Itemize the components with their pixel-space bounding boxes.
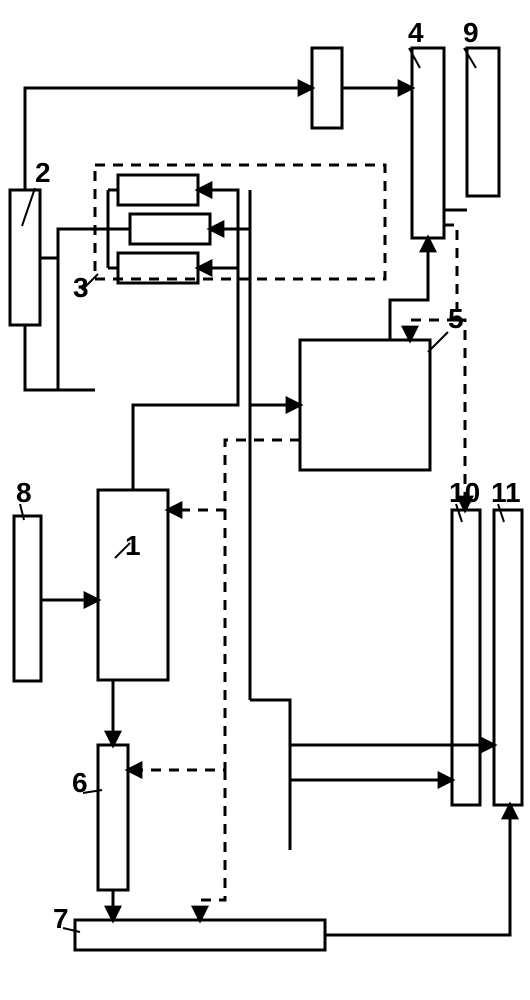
block-4 <box>412 48 444 238</box>
edge-dash-5-1 <box>168 440 300 510</box>
block-11 <box>494 510 522 805</box>
block-6 <box>98 745 128 890</box>
block-9 <box>467 48 499 196</box>
label-4: 4 <box>408 17 424 48</box>
edge-10-11-join <box>466 805 494 848</box>
edge-dash-5-6 <box>128 510 225 770</box>
block-1 <box>98 490 168 680</box>
label-6: 6 <box>72 767 88 798</box>
edge-2-bus <box>25 268 108 390</box>
block-top-right <box>312 48 342 128</box>
block-7 <box>75 920 325 950</box>
label-9: 9 <box>463 17 479 48</box>
edge-3-2 <box>40 229 108 258</box>
block-diagram: 8 1 2 3 4 9 5 6 7 10 11 <box>0 0 530 1000</box>
block-8 <box>14 516 41 681</box>
label-11: 11 <box>491 477 521 508</box>
edge-5-4 <box>390 238 428 340</box>
label-8: 8 <box>16 477 32 508</box>
label-2: 2 <box>35 157 51 188</box>
edge-dash-5-7 <box>200 770 225 920</box>
edge-bus-1011 <box>250 700 290 850</box>
block-3-container <box>95 165 385 279</box>
edge-3left-2 <box>58 229 108 390</box>
label-7: 7 <box>53 903 69 934</box>
edge-1-3b <box>210 229 250 405</box>
edge-branch-11b <box>290 745 508 805</box>
edge-1-3a <box>133 190 238 490</box>
block-10 <box>452 510 480 805</box>
label-3: 3 <box>73 272 89 303</box>
block-3a <box>118 175 198 205</box>
label-1: 1 <box>125 530 141 561</box>
block-5 <box>300 340 430 470</box>
block-2 <box>10 190 40 325</box>
edge-7-11 <box>325 805 510 935</box>
block-3b <box>130 214 210 244</box>
edge-to11 <box>290 745 507 805</box>
edge-2-down <box>25 325 95 390</box>
